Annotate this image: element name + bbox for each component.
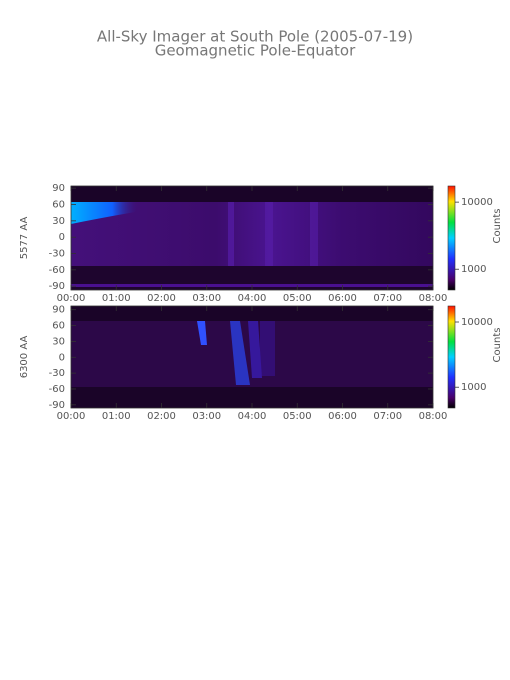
x-tick-label: 04:00 — [238, 293, 267, 304]
colorbar-label: Counts — [492, 328, 503, 363]
y-tick-label: 90 — [52, 305, 65, 316]
y-tick-label: -30 — [49, 368, 65, 379]
y-axis-label: 5577 AA — [19, 217, 30, 260]
x-tick-label: 06:00 — [328, 411, 357, 422]
x-tick-label: 00:00 — [57, 293, 86, 304]
keogram-image — [71, 186, 433, 290]
x-tick-label: 02:00 — [147, 293, 176, 304]
colorbar-tick-label: 10000 — [461, 317, 493, 328]
y-tick-label: -60 — [49, 265, 65, 276]
x-tick-label: 08:00 — [419, 411, 448, 422]
y-tick-label: 30 — [52, 216, 65, 227]
y-tick-label: -30 — [49, 249, 65, 260]
y-tick-label: 60 — [52, 200, 65, 211]
y-tick-label: 60 — [52, 321, 65, 332]
x-tick-label: 02:00 — [147, 411, 176, 422]
x-tick-label: 08:00 — [419, 293, 448, 304]
colorbar-tick-label: 10000 — [461, 197, 493, 208]
x-tick-label: 00:00 — [57, 411, 86, 422]
y-tick-label: 30 — [52, 336, 65, 347]
chart-subtitle: Geomagnetic Pole-Equator — [155, 42, 356, 60]
colorbar-label: Counts — [492, 209, 503, 244]
y-tick-label: 0 — [59, 352, 65, 363]
x-tick-label: 03:00 — [192, 411, 221, 422]
y-tick-label: -90 — [49, 281, 65, 292]
x-tick-label: 06:00 — [328, 293, 357, 304]
y-tick-label: 0 — [59, 232, 65, 243]
colorbar — [447, 185, 456, 291]
x-tick-label: 07:00 — [373, 293, 402, 304]
x-tick-label: 05:00 — [283, 293, 312, 304]
keogram-image — [71, 306, 433, 408]
x-tick-label: 01:00 — [102, 411, 131, 422]
x-tick-label: 07:00 — [373, 411, 402, 422]
colorbar-tick-label: 1000 — [461, 382, 486, 393]
x-tick-label: 03:00 — [192, 293, 221, 304]
y-axis-label: 6300 AA — [19, 336, 30, 379]
colorbar — [447, 305, 456, 409]
y-tick-label: -90 — [49, 400, 65, 411]
x-tick-label: 05:00 — [283, 411, 312, 422]
colorbar-tick-label: 1000 — [461, 264, 486, 275]
y-tick-label: -60 — [49, 384, 65, 395]
x-tick-label: 01:00 — [102, 293, 131, 304]
y-tick-label: 90 — [52, 183, 65, 194]
chart-title: All-Sky Imager at South Pole (2005-07-19… — [97, 28, 413, 46]
x-tick-label: 04:00 — [238, 411, 267, 422]
